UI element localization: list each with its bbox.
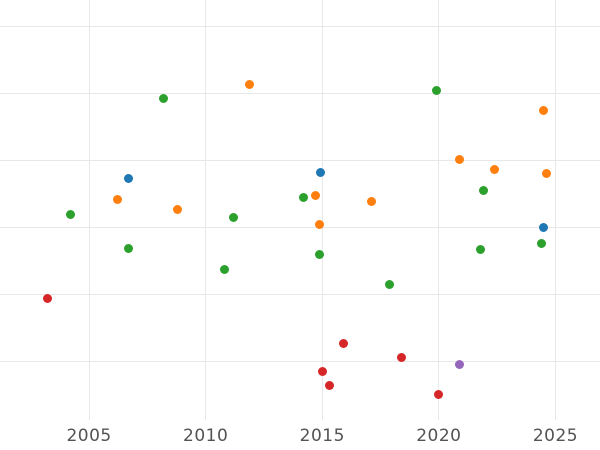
data-point-orange xyxy=(539,105,549,115)
x-gridline xyxy=(205,0,207,420)
y-gridline xyxy=(0,26,600,28)
data-point-orange xyxy=(490,165,500,175)
y-gridline xyxy=(0,360,600,362)
y-gridline xyxy=(0,226,600,228)
data-point-orange xyxy=(245,79,255,89)
data-point-orange xyxy=(315,219,325,229)
x-tick-label: 2015 xyxy=(299,426,345,446)
data-point-purple xyxy=(455,359,465,369)
data-point-green xyxy=(476,244,486,254)
x-tick-label: 2025 xyxy=(532,426,579,446)
x-gridline xyxy=(88,0,90,420)
x-gridline xyxy=(554,0,556,420)
data-point-blue xyxy=(316,168,326,178)
y-gridline xyxy=(0,293,600,295)
data-point-orange xyxy=(173,204,183,214)
data-point-green xyxy=(432,86,442,96)
data-point-green xyxy=(65,209,75,219)
data-point-red xyxy=(317,366,327,376)
data-point-green xyxy=(159,94,169,104)
data-point-blue xyxy=(124,174,134,184)
data-point-red xyxy=(338,338,348,348)
x-gridline xyxy=(321,0,323,420)
data-point-red xyxy=(42,294,52,304)
x-tick-label: 2005 xyxy=(66,426,112,446)
data-point-orange xyxy=(112,195,122,205)
data-point-green xyxy=(536,238,546,248)
y-gridline xyxy=(0,93,600,95)
x-tick-label: 2020 xyxy=(416,426,462,446)
x-gridline xyxy=(438,0,440,420)
data-point-red xyxy=(397,352,407,362)
data-point-green xyxy=(124,244,134,254)
data-point-orange xyxy=(310,190,320,200)
data-point-green xyxy=(299,192,309,202)
data-point-green xyxy=(219,265,229,275)
data-point-green xyxy=(315,250,325,260)
x-tick-label: 2010 xyxy=(183,426,229,446)
data-point-green xyxy=(229,212,239,222)
data-point-blue xyxy=(539,222,549,232)
data-point-orange xyxy=(455,154,465,164)
y-gridline xyxy=(0,160,600,161)
data-point-red xyxy=(324,381,334,391)
data-point-orange xyxy=(366,197,376,207)
data-point-green xyxy=(385,280,395,290)
data-point-green xyxy=(478,186,488,196)
data-point-red xyxy=(434,390,444,400)
data-point-orange xyxy=(541,169,551,179)
